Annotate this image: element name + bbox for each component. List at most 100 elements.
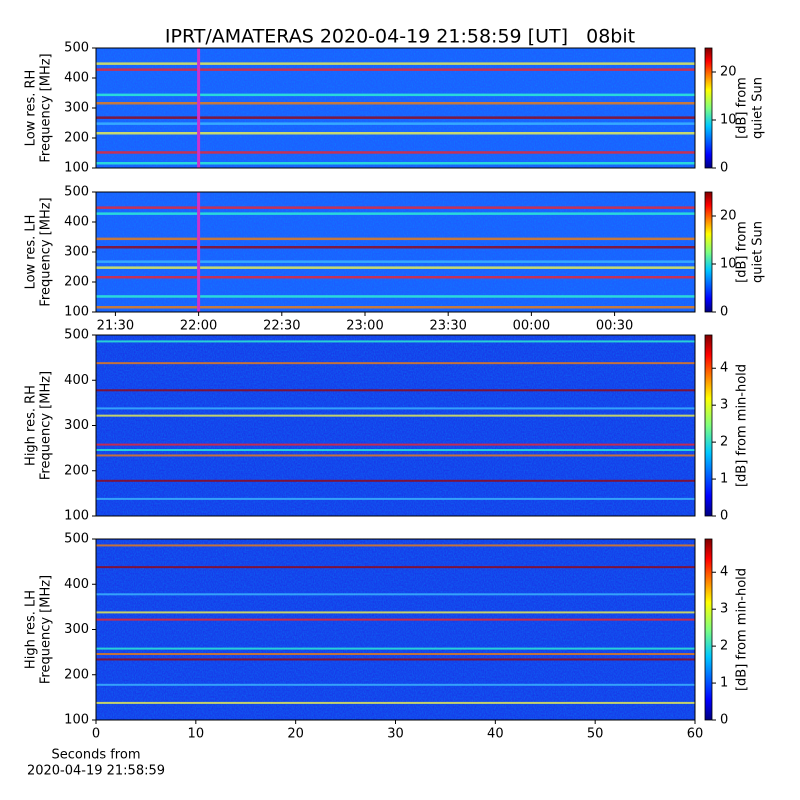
time-marker	[197, 192, 201, 312]
x-tick-label: 22:30	[263, 319, 300, 334]
y-tick-label: 500	[64, 41, 89, 56]
y-axis-label: Frequency [MHz]	[39, 53, 54, 162]
y-tick-label: 100	[64, 161, 89, 176]
spectrogram-noise	[96, 192, 695, 312]
colorbar-tick-label: 0	[720, 305, 728, 320]
y-tick-label: 300	[64, 418, 89, 433]
colorbar-tick-label: 0	[720, 713, 728, 728]
spectrogram-band	[96, 544, 695, 547]
colorbar	[704, 334, 713, 517]
colorbar-tick-label: 4	[720, 361, 728, 376]
spectrogram-band	[96, 116, 695, 119]
spectrogram-band	[96, 260, 695, 263]
y-axis-label: Frequency [MHz]	[39, 575, 54, 684]
colorbar-tick-label: 3	[720, 602, 728, 617]
colorbar	[704, 47, 713, 169]
y-tick-label: 500	[64, 328, 89, 343]
y-axis-label: Frequency [MHz]	[39, 197, 54, 306]
x-tick-label: 30	[387, 727, 404, 742]
spectrogram-band	[96, 340, 695, 343]
spectrogram-band	[96, 362, 695, 365]
x-axis-label: Seconds from	[51, 748, 140, 763]
spectrogram-band	[96, 443, 695, 446]
spectrogram-band	[96, 449, 695, 452]
spectrogram-band	[96, 151, 695, 154]
y-tick-label: 100	[64, 305, 89, 320]
x-tick-label: 10	[188, 727, 205, 742]
y-axis-label: High res. LH	[24, 590, 39, 669]
y-axis-label: High res. RH	[24, 385, 39, 466]
spectrogram-band	[96, 611, 695, 614]
time-marker	[197, 48, 201, 168]
x-tick-label: 23:30	[429, 319, 466, 334]
colorbar-tick-label: 0	[720, 509, 728, 524]
spectrogram-band	[96, 266, 695, 269]
spectrogram-band	[96, 653, 695, 656]
spectrogram-noise	[96, 539, 695, 720]
y-tick-label: 300	[64, 245, 89, 260]
colorbar-label: quiet Sun	[751, 221, 766, 283]
spectrogram-band	[96, 454, 695, 457]
spectrogram-band	[96, 389, 695, 392]
colorbar-tick-label: 10	[720, 113, 737, 128]
y-axis-label: Frequency [MHz]	[39, 371, 54, 480]
x-tick-label: 50	[587, 727, 604, 742]
colorbar	[704, 191, 713, 313]
x-tick-label: 20	[287, 727, 304, 742]
spectrogram-band	[96, 479, 695, 482]
x-tick-label: 0	[92, 727, 100, 742]
y-tick-label: 100	[64, 509, 89, 524]
chart-title: IPRT/AMATERAS 2020-04-19 21:58:59 [UT] 0…	[165, 26, 635, 48]
spectrogram-band	[96, 407, 695, 410]
colorbar-tick-label: 1	[720, 676, 728, 691]
spectrogram-band	[96, 102, 695, 105]
colorbar-tick-label: 0	[720, 161, 728, 176]
spectrogram-noise	[96, 48, 695, 168]
y-tick-label: 400	[64, 577, 89, 592]
spectrogram-band	[96, 122, 695, 125]
spectrogram-band	[96, 237, 695, 241]
spectrogram-band	[96, 414, 695, 417]
y-tick-label: 300	[64, 101, 89, 116]
colorbar-tick-label: 10	[720, 257, 737, 272]
x-tick-label: 21:30	[97, 319, 134, 334]
spectrogram-band	[96, 647, 695, 650]
colorbar-tick-label: 20	[720, 209, 737, 224]
spectrogram-band	[96, 68, 695, 71]
x-tick-label: 22:00	[180, 319, 217, 334]
spectrogram-band	[96, 276, 695, 279]
colorbar-tick-label: 20	[720, 65, 737, 80]
y-tick-label: 200	[64, 275, 89, 290]
spectrogram-band	[96, 701, 695, 704]
spectrogram-band	[96, 62, 695, 65]
spectrogram-band	[96, 132, 695, 135]
spectrogram-band	[96, 295, 695, 298]
y-axis-label: Low res. LH	[24, 215, 39, 290]
y-tick-label: 200	[64, 131, 89, 146]
y-tick-label: 100	[64, 713, 89, 728]
colorbar-tick-label: 2	[720, 435, 728, 450]
colorbar	[704, 538, 713, 721]
spectrogram-noise	[96, 335, 695, 516]
y-tick-label: 400	[64, 373, 89, 388]
spectrogram-band	[96, 658, 695, 661]
spectrogram-band	[96, 212, 695, 215]
colorbar-label: [dB] from	[735, 77, 750, 139]
spectrogram-band	[96, 246, 695, 249]
spectrogram-band	[96, 566, 695, 569]
y-tick-label: 300	[64, 622, 89, 637]
spectrogram-band	[96, 162, 695, 165]
y-tick-label: 200	[64, 463, 89, 478]
colorbar-label: [dB] from min-hold	[735, 364, 750, 487]
spectrogram-band	[96, 306, 695, 309]
colorbar-tick-label: 3	[720, 398, 728, 413]
spectrogram-band	[96, 93, 695, 97]
x-tick-label: 00:30	[596, 319, 633, 334]
colorbar-tick-label: 4	[720, 565, 728, 580]
colorbar-tick-label: 1	[720, 472, 728, 487]
y-tick-label: 400	[64, 71, 89, 86]
y-tick-label: 200	[64, 667, 89, 682]
colorbar-label: [dB] from	[735, 221, 750, 283]
x-axis-label: 2020-04-19 21:58:59	[27, 764, 165, 779]
colorbar-tick-label: 2	[720, 639, 728, 654]
